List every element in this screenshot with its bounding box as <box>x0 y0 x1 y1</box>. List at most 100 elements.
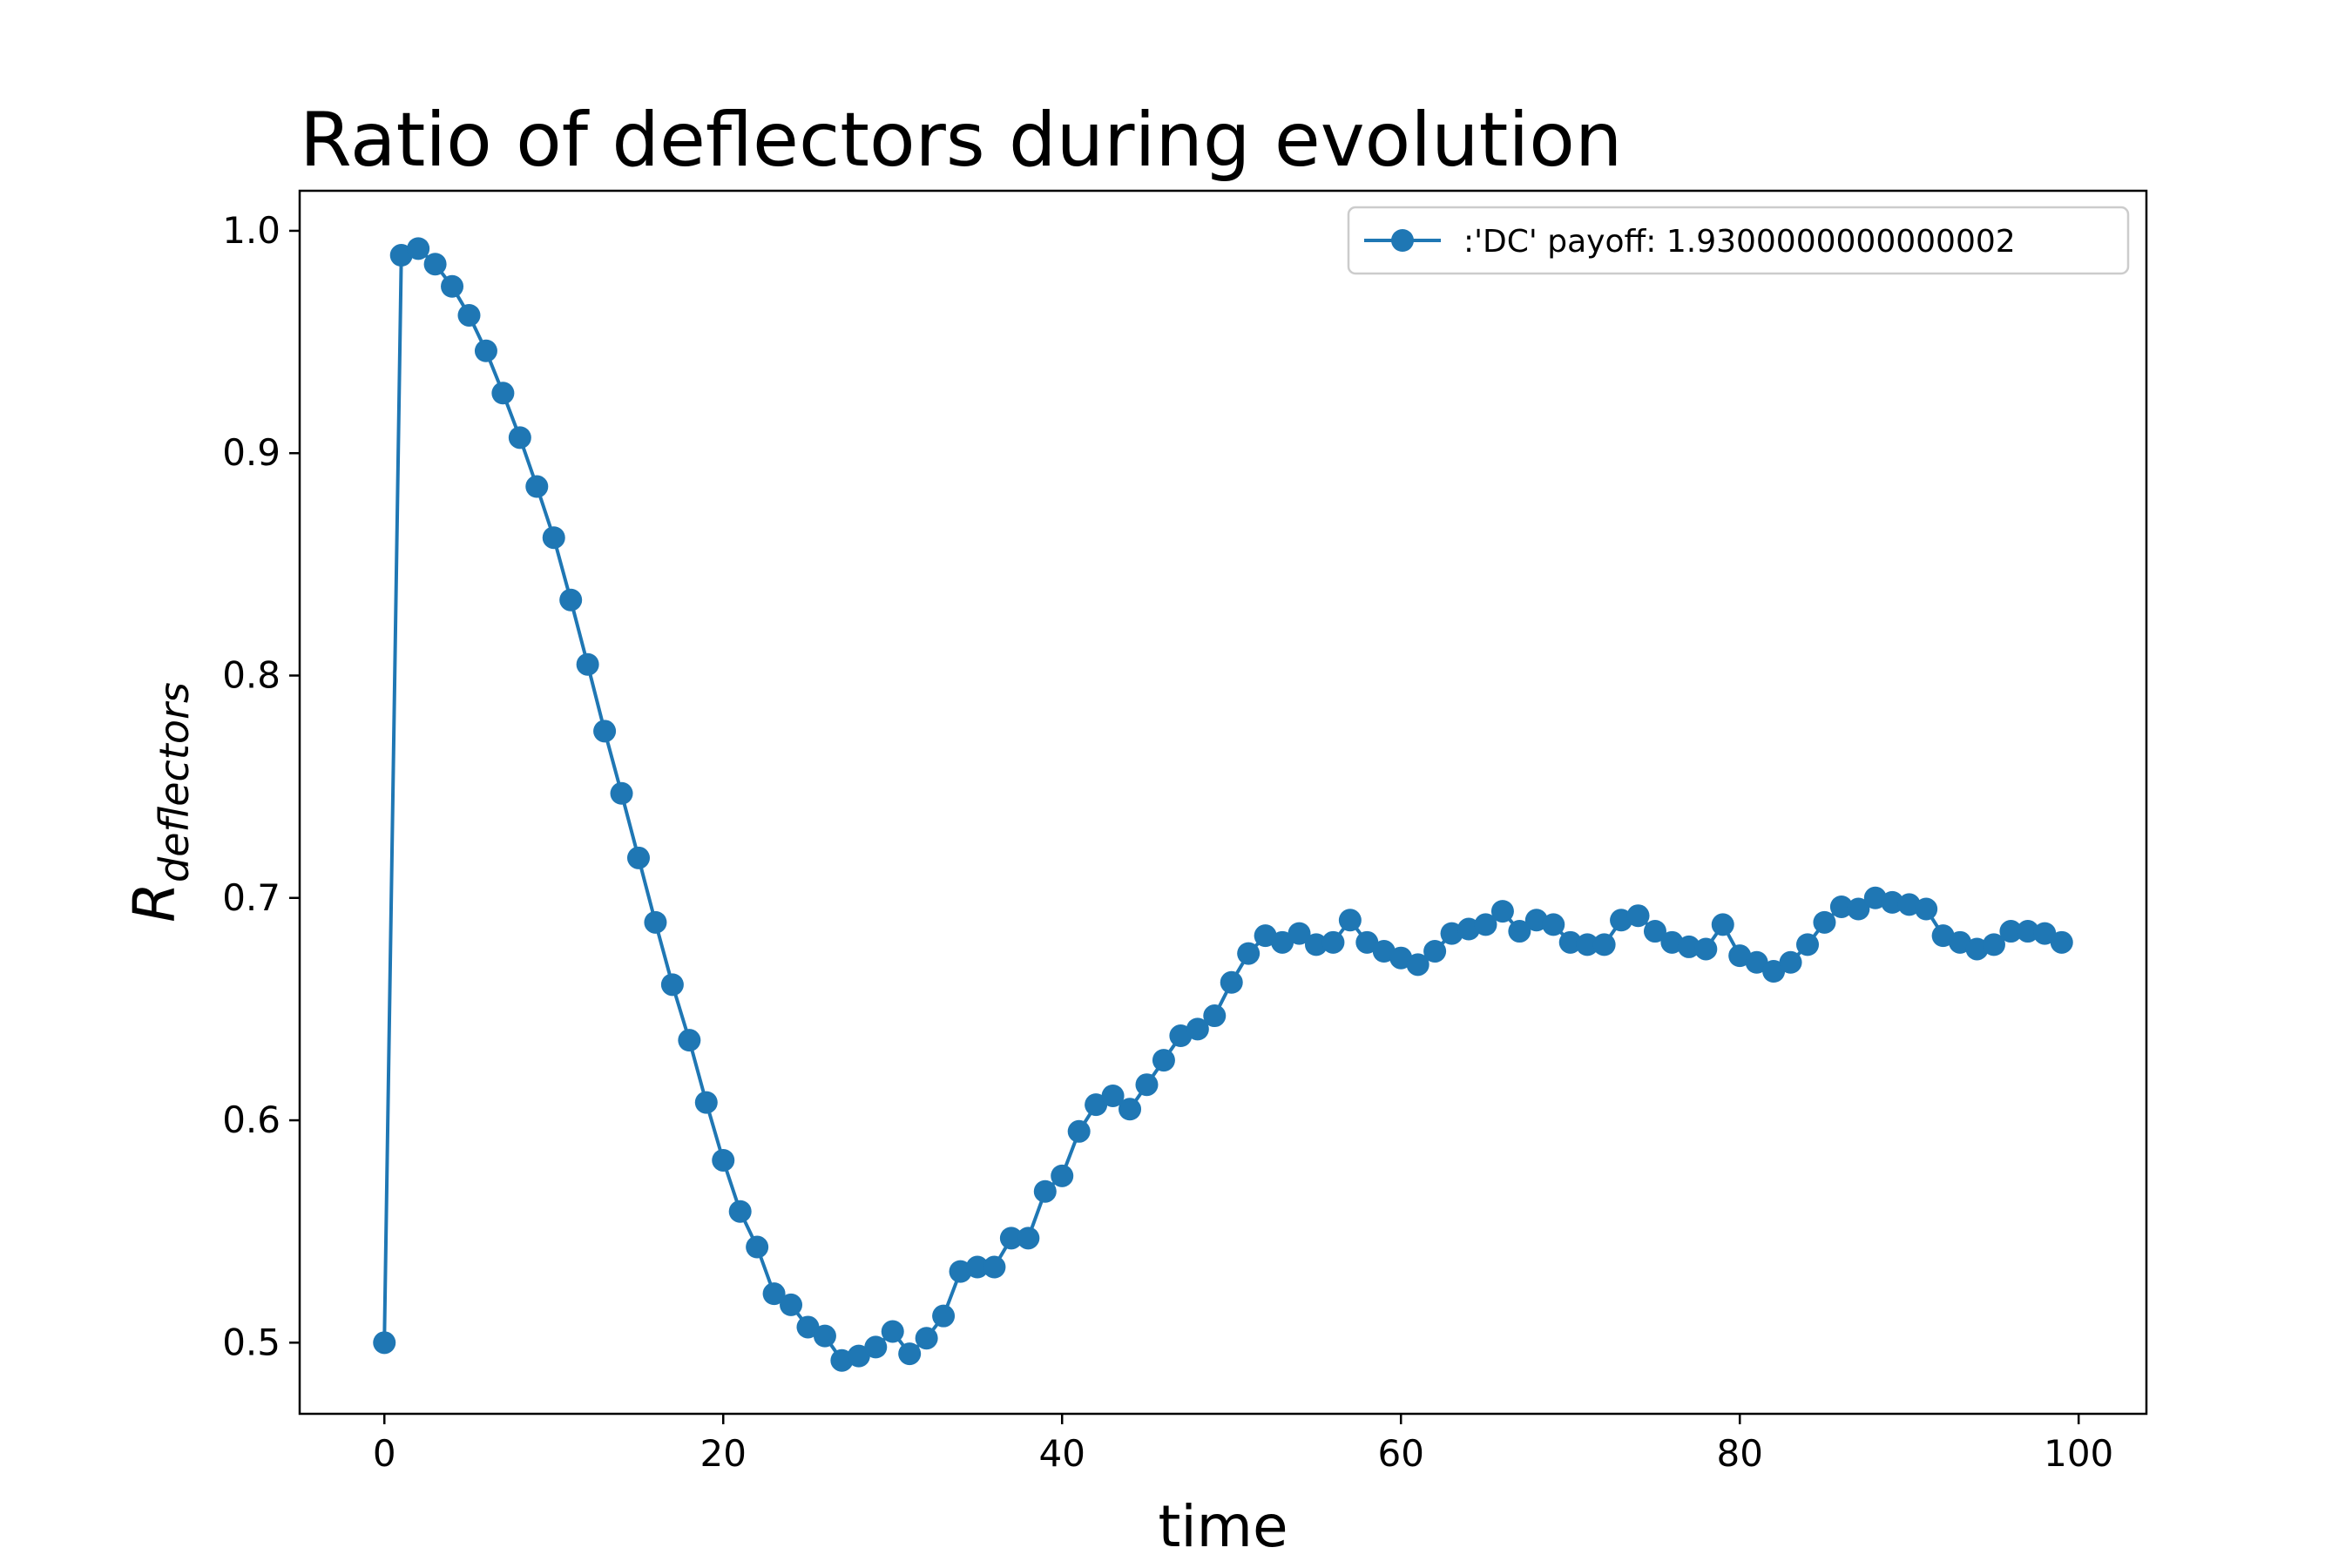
legend-frame <box>1347 206 2130 275</box>
data-point <box>1677 935 1700 958</box>
y-tick-label: 1.0 <box>222 209 280 252</box>
data-point <box>576 652 599 676</box>
data-point <box>1254 924 1277 948</box>
data-point <box>983 1255 1006 1279</box>
data-point <box>1051 1164 1074 1187</box>
legend-label: :'DC' payoff: 1.9300000000000002 <box>1463 224 2016 260</box>
data-point <box>813 1324 836 1348</box>
y-axis-label: Rdeflectors <box>121 682 198 923</box>
data-point <box>644 910 667 934</box>
data-point <box>1626 904 1650 928</box>
data-point <box>1457 917 1481 941</box>
data-point <box>898 1342 922 1366</box>
data-point <box>1338 909 1362 932</box>
data-point <box>1508 920 1531 943</box>
x-tick-label: 20 <box>700 1432 747 1475</box>
data-point <box>1660 930 1684 954</box>
series-layer <box>373 237 2073 1372</box>
data-point <box>1982 933 2005 956</box>
data-point <box>1610 909 1633 932</box>
data-point <box>1203 1004 1227 1028</box>
data-point <box>1186 1017 1209 1041</box>
data-point <box>1524 909 1548 932</box>
legend-marker-swatch <box>1391 229 1414 252</box>
data-point <box>610 781 633 805</box>
data-point <box>780 1293 803 1316</box>
data-point <box>932 1304 956 1328</box>
data-point <box>1847 897 1870 921</box>
data-point <box>999 1227 1023 1250</box>
data-point <box>1101 1084 1125 1107</box>
data-point <box>1288 922 1311 945</box>
y-axis-ticks: 0.5 0.6 0.7 0.8 0.9 1.0 <box>222 209 300 1363</box>
data-point <box>491 382 515 405</box>
data-point <box>1931 924 1955 948</box>
data-point <box>796 1315 820 1339</box>
data-point <box>1863 886 1887 909</box>
data-point <box>508 426 531 449</box>
data-point <box>1271 930 1294 954</box>
data-point <box>746 1235 769 1259</box>
data-point <box>1017 1227 1040 1250</box>
data-point <box>1152 1049 1175 1072</box>
data-point <box>525 475 549 498</box>
data-point <box>1762 960 1786 983</box>
data-point <box>1085 1093 1108 1117</box>
data-point <box>1881 890 1904 914</box>
x-tick-label: 60 <box>1377 1432 1423 1475</box>
data-point <box>1711 913 1734 936</box>
data-point <box>1135 1073 1159 1097</box>
data-point <box>1474 913 1497 936</box>
data-point <box>1033 1179 1057 1203</box>
data-point <box>881 1320 904 1343</box>
data-point <box>457 303 481 327</box>
data-point <box>1169 1024 1193 1048</box>
data-point <box>1779 950 1802 974</box>
data-point <box>864 1335 888 1359</box>
y-axis-label-base: R <box>121 882 188 923</box>
data-point <box>1220 970 1243 994</box>
data-point <box>1237 942 1260 965</box>
data-point <box>830 1348 854 1372</box>
data-point <box>1423 940 1447 963</box>
data-point <box>965 1255 989 1279</box>
data-point <box>1321 930 1345 954</box>
data-point <box>1355 930 1379 954</box>
data-point <box>712 1148 735 1172</box>
data-point <box>2033 922 2057 945</box>
data-point <box>2016 920 2039 943</box>
data-point <box>1406 953 1429 977</box>
x-axis-label: time <box>1158 1493 1288 1560</box>
x-tick-label: 0 <box>373 1432 396 1475</box>
data-point <box>1643 920 1666 943</box>
data-point <box>1304 933 1328 956</box>
y-tick-label: 0.6 <box>222 1098 280 1141</box>
y-tick-label: 0.9 <box>222 431 280 474</box>
data-point <box>1813 910 1836 934</box>
data-point <box>542 526 565 550</box>
x-axis-ticks: 0 20 40 60 80 100 <box>373 1414 2113 1475</box>
y-tick-label: 0.5 <box>222 1321 280 1363</box>
data-point <box>1440 922 1463 945</box>
data-point <box>389 244 413 267</box>
data-point <box>1829 895 1853 918</box>
data-point <box>474 339 497 362</box>
data-point <box>1558 930 1582 954</box>
legend: :'DC' payoff: 1.9300000000000002 <box>1347 206 2130 275</box>
data-point <box>559 588 583 612</box>
data-point <box>593 720 617 743</box>
data-point <box>626 846 650 869</box>
data-point <box>847 1344 870 1368</box>
data-point <box>1897 893 1921 916</box>
data-point <box>1372 940 1396 963</box>
data-point <box>1389 946 1413 970</box>
data-point <box>694 1091 718 1114</box>
data-point <box>2050 930 2073 954</box>
data-point <box>1592 933 1616 956</box>
data-point <box>1728 944 1752 968</box>
data-point <box>728 1200 752 1223</box>
data-point <box>1490 900 1514 923</box>
data-point <box>915 1327 938 1350</box>
data-point <box>1999 920 2023 943</box>
